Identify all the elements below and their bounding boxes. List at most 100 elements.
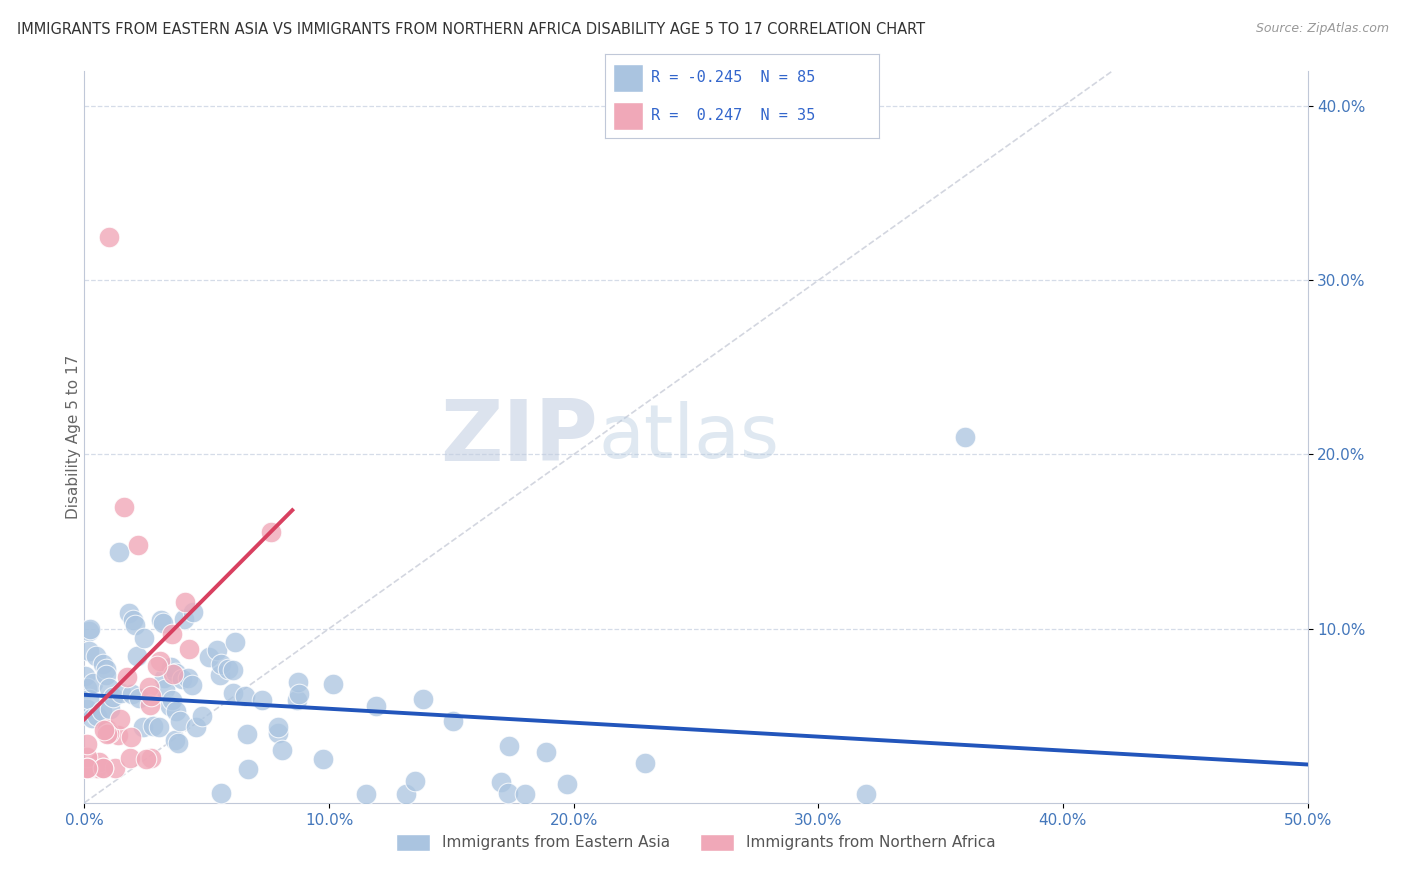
Point [101, 690, 124, 705]
Point [79, 761, 101, 775]
Point [134, 631, 156, 645]
Point [127, 538, 149, 552]
Point [76, 702, 98, 716]
Bar [613, 63, 643, 92]
Point [139, 689, 162, 703]
Point [186, 721, 208, 735]
Point [169, 714, 191, 728]
Point [152, 616, 174, 631]
Point [86, 761, 108, 775]
Bar [613, 102, 643, 130]
Point [153, 671, 176, 685]
Text: R =  0.247  N = 35: R = 0.247 N = 35 [651, 108, 815, 123]
Point [165, 704, 187, 718]
Point [110, 713, 132, 727]
Text: atlas: atlas [598, 401, 779, 474]
Point [86, 709, 108, 723]
Text: IMMIGRANTS FROM EASTERN ASIA VS IMMIGRANTS FROM NORTHERN AFRICA DISABILITY AGE 5: IMMIGRANTS FROM EASTERN ASIA VS IMMIGRAN… [17, 22, 925, 37]
Point [93, 761, 115, 775]
Point [94, 662, 117, 676]
Point [165, 732, 187, 747]
Point [76, 737, 98, 751]
Point [138, 680, 160, 694]
Point [233, 689, 256, 703]
Point [181, 678, 204, 692]
Point [404, 774, 426, 789]
Point [76, 681, 98, 695]
Point [209, 667, 232, 681]
Point [139, 698, 162, 712]
Point [82, 676, 104, 690]
Point [77, 624, 100, 638]
Point [160, 626, 183, 640]
Point [267, 720, 290, 734]
Point [121, 687, 143, 701]
Point [97, 229, 120, 244]
Y-axis label: Disability Age 5 to 17: Disability Age 5 to 17 [66, 355, 80, 519]
Point [93, 723, 115, 738]
Point [76, 761, 98, 775]
Point [287, 675, 309, 690]
Point [104, 761, 127, 775]
Point [288, 687, 311, 701]
Point [285, 692, 308, 706]
Point [198, 650, 221, 665]
Point [128, 690, 150, 705]
Point [322, 677, 344, 691]
Point [73, 669, 96, 683]
Point [107, 729, 129, 743]
Point [120, 730, 142, 744]
Point [94, 668, 117, 682]
Text: Source: ZipAtlas.com: Source: ZipAtlas.com [1256, 22, 1389, 36]
Point [953, 430, 976, 444]
Point [122, 613, 145, 627]
Point [165, 665, 187, 680]
Point [146, 659, 169, 673]
Point [855, 787, 877, 801]
Point [412, 692, 434, 706]
Point [98, 702, 121, 716]
Point [131, 720, 153, 734]
Point [170, 672, 193, 686]
Point [139, 751, 162, 765]
Point [534, 745, 557, 759]
Point [217, 662, 239, 676]
Point [634, 756, 657, 770]
Point [91, 657, 114, 672]
Point [159, 699, 181, 714]
Point [142, 719, 165, 733]
Point [76, 750, 98, 764]
Point [89, 755, 111, 769]
Point [312, 752, 335, 766]
Point [260, 524, 283, 539]
Point [177, 671, 200, 685]
Point [252, 692, 274, 706]
Point [118, 751, 141, 765]
Point [441, 714, 464, 729]
Point [209, 657, 232, 672]
Point [555, 777, 578, 791]
Point [77, 644, 100, 658]
Point [107, 545, 129, 559]
Point [364, 698, 387, 713]
Point [205, 643, 228, 657]
Point [148, 653, 170, 667]
Text: R = -0.245  N = 85: R = -0.245 N = 85 [651, 70, 815, 85]
Point [115, 670, 138, 684]
Point [93, 761, 115, 775]
Point [79, 622, 101, 636]
Point [155, 681, 177, 696]
Point [125, 648, 148, 663]
Point [118, 607, 141, 621]
Point [97, 681, 120, 695]
Point [271, 743, 294, 757]
Point [167, 736, 190, 750]
Point [162, 667, 184, 681]
Text: ZIP: ZIP [440, 395, 598, 479]
Point [191, 709, 214, 723]
Point [135, 752, 157, 766]
Point [181, 605, 204, 619]
Point [96, 722, 118, 736]
Point [80, 711, 103, 725]
Point [98, 726, 121, 740]
